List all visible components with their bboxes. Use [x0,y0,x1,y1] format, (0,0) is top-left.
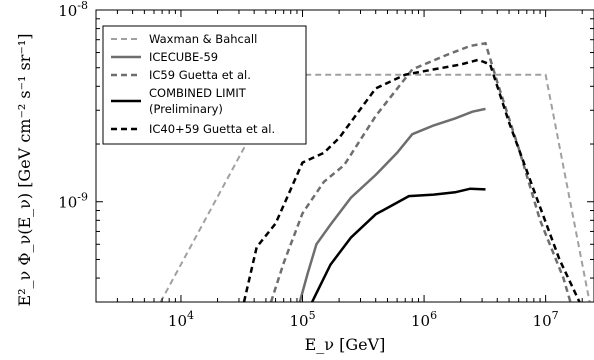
x-tick-label-1: 105 [289,309,315,330]
y-tick-label-1-exponent: -8 [77,0,88,12]
series-line-3 [310,187,486,302]
series-line-2 [269,41,572,302]
x-tick-label-1-base: 10 [289,312,308,330]
legend-label-2: IC59 Guetta et al. [149,68,251,82]
legend-sublabel-3: (Preliminary) [149,102,223,116]
plot-frame [95,9,594,303]
x-tick-label-2: 106 [411,309,437,330]
y-tick-label-1: 10-8 [58,0,88,20]
x-tick-label-0-base: 10 [168,312,187,330]
x-tick-label-3-base: 10 [533,312,552,330]
x-tick-label-3: 107 [533,309,559,330]
legend-label-3: COMBINED LIMIT [149,86,247,100]
x-tick-label-3-exponent: 7 [552,309,559,322]
x-tick-label-0: 104 [168,309,194,330]
y-axis-title: E²_ν Φ_ν(E_ν) [GeV cm⁻² s⁻¹ sr⁻¹] [15,33,34,306]
legend-label-1: ICECUBE-59 [149,50,218,64]
series-layer [159,41,591,302]
y-tick-label-0: 10-9 [58,191,88,212]
y-tick-label-0-base: 10 [58,194,77,212]
x-tick-label-1-exponent: 5 [309,309,316,322]
legend-label-0: Waxman & Bahcall [149,32,257,46]
y-tick-label-1-base: 10 [58,2,77,20]
x-tick-label-2-exponent: 6 [430,309,437,322]
series-line-1 [298,107,486,302]
x-axis-title: E_ν [GeV] [305,335,386,354]
legend-label-4: IC40+59 Guetta et al. [149,122,275,136]
legend-box [102,25,307,145]
y-tick-label-0-exponent: -9 [77,191,88,204]
legend: Waxman & Bahcall ICECUBE-59 IC59 Guetta et… [102,25,307,145]
x-tick-label-0-exponent: 4 [187,309,194,322]
x-tick-label-2-base: 10 [411,312,430,330]
